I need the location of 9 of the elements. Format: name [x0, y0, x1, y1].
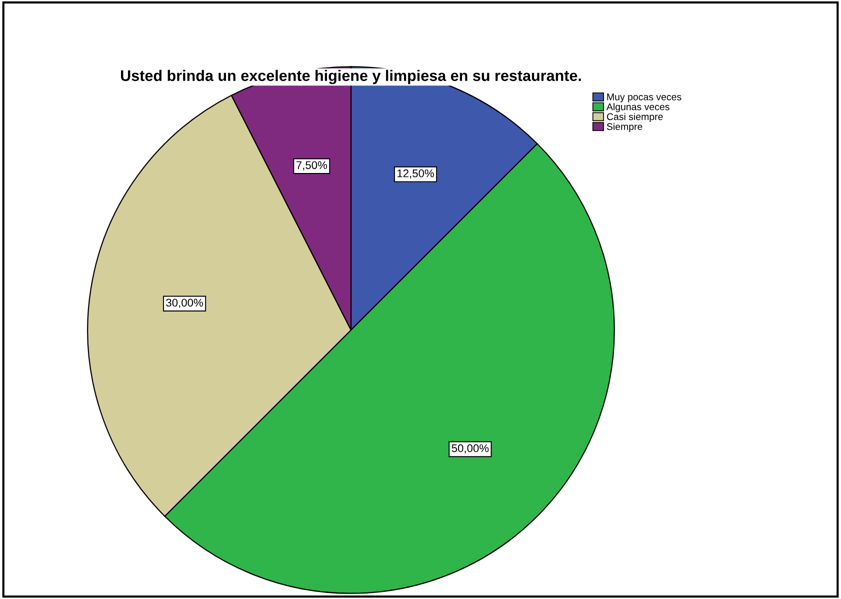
- legend-label: Casi siempre: [606, 112, 663, 122]
- legend-label: Muy pocas veces: [607, 94, 682, 102]
- data-label: 50,00%: [452, 444, 489, 454]
- chart-title: Usted brinda un excelente higiene y limpiesa en su restaurante.: [120, 70, 581, 84]
- legend-label: Algunas veces: [606, 103, 670, 112]
- legend-label: Siempre: [606, 122, 642, 132]
- data-label: 7,50%: [296, 161, 328, 170]
- data-label: 12,50%: [398, 169, 434, 179]
- data-label: 30,00%: [166, 298, 203, 308]
